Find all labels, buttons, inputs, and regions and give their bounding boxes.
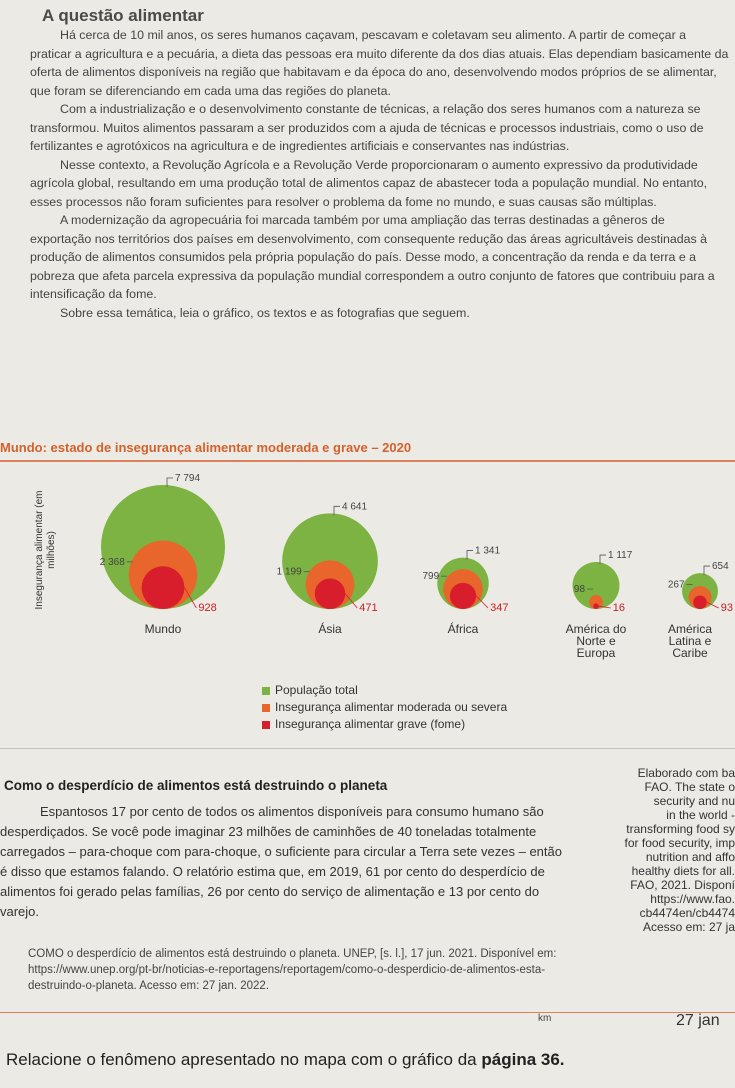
value-label-severe: 928 [198,602,216,614]
value-label-total: 4 641 [342,501,367,512]
source-note-line: healthy diets for all. [631,864,735,878]
value-label-moderate: 98 [574,584,586,595]
article-title: Como o desperdício de alimentos está des… [4,778,388,793]
bubble-severe [693,595,707,609]
legend-label-total: População total [275,683,358,697]
question-prompt: Relacione o fenômeno apresentado no mapa… [6,1050,565,1070]
source-note-line: Elaborado com ba [637,766,735,780]
chart-title: Mundo: estado de insegurança alimentar m… [0,440,412,455]
legend-swatch-total [262,686,270,695]
value-label-moderate: 799 [422,571,439,582]
region-label: Mundo [118,623,208,635]
intro-paragraph-2: Com a industrialização e o desenvolvimen… [30,102,704,153]
value-leader-severe [344,593,358,609]
legend-item-moderate: Insegurança alimentar moderada ou severa [262,699,507,716]
legend-label-moderate: Insegurança alimentar moderada ou severa [275,700,508,714]
value-leader-severe [475,595,489,609]
value-label-moderate: 1 199 [277,567,302,578]
bubble-severe [449,582,477,609]
chart-title-rule [0,460,735,462]
source-note-line: cb4474en/cb4474 [639,906,735,920]
intro-text: Há cerca de 10 mil anos, os seres humano… [0,26,735,322]
chart-legend: População total Insegurança alimentar mo… [262,682,507,733]
legend-item-severe: Insegurança alimentar grave (fome) [262,716,507,733]
value-leader-severe [706,601,719,609]
legend-label-severe: Insegurança alimentar grave (fome) [275,717,466,731]
bubble-severe [314,578,346,609]
value-label-total: 1 117 [608,550,633,561]
bubble-severe [141,566,185,609]
article-source: COMO o desperdício de alimentos está des… [28,948,557,992]
region-label-line: Mundo [144,622,182,636]
region-label: América Latina e Caribe [650,623,730,659]
date-fragment: 27 jan [676,1012,720,1029]
region-label-line: Ásia [318,622,342,636]
bubble-moderate [589,595,603,609]
region-label-line: África [447,622,479,636]
source-note-line: for food security, imp [624,836,735,850]
question-page-ref: página 36. [481,1050,565,1069]
chart-bottom-rule [0,748,735,749]
source-note-line: transforming food sy [626,822,735,836]
legend-swatch-severe [262,720,270,729]
region-label-line: Caribe [672,646,708,660]
value-leader-total [466,550,473,560]
value-leader-total [333,505,340,516]
region-label: América do Norte e Europa [551,623,641,659]
value-label-severe: 347 [490,602,508,614]
source-note-line: FAO, 2021. Disponí [630,878,735,892]
legend-swatch-moderate [262,703,270,712]
source-note-line: FAO. The state o [644,780,735,794]
value-leader-severe [598,605,611,609]
source-note-line: in the world - [666,808,735,822]
bubble-total [572,562,620,609]
region-label-line: América do [565,622,627,636]
bottom-rule [0,1012,735,1013]
region-label-line: Latina e [668,634,712,648]
value-label-total: 654 [712,561,729,572]
intro-paragraph-3: Nesse contexto, a Revolução Agrícola e a… [30,157,708,209]
source-note-line: https://www.fao. [650,892,735,906]
value-leader-total [599,554,606,565]
article-body: Espantosos 17 por cento de todos os alim… [0,804,562,919]
chart-source-note: Elaborado com ba FAO. The state o security… [582,766,735,934]
source-note-line: Acesso em: 27 ja [642,920,735,934]
value-label-severe: 16 [613,602,625,614]
bubble-severe [593,603,599,609]
value-label-moderate: 2 368 [100,557,125,568]
value-label-total: 7 794 [175,473,200,484]
value-leader-total [703,565,710,576]
map-scale-unit: km [538,1013,552,1024]
region-label-line: Norte e [576,634,616,648]
intro-paragraph-4: A modernização da agropecuária foi marca… [30,213,715,301]
region-label: Ásia [285,623,375,635]
bubble-chart: 7 794 2 368 928 4 641 1 199 471 1 341 799 347 1 1… [100,473,733,614]
section-title: A questão alimentar [42,6,204,25]
intro-paragraph-1: Há cerca de 10 mil anos, os seres humano… [30,28,729,98]
value-label-total: 1 341 [475,546,500,557]
value-label-severe: 93 [721,602,733,614]
source-note-line: security and nu [653,794,735,808]
value-label-severe: 471 [359,602,377,614]
value-label-moderate: 267 [668,580,685,591]
legend-item-total: População total [262,682,507,699]
question-text: Relacione o fenômeno apresentado no mapa… [6,1050,482,1069]
region-label-line: Europa [576,646,616,660]
region-label: África [418,623,508,635]
source-note-line: nutrition and affo [645,850,735,864]
value-leader-total [166,477,173,487]
intro-closing: Sobre essa temática, leia o gráfico, os … [60,305,470,320]
region-label-line: América [667,622,712,636]
article: Como o desperdício de alimentos está des… [0,776,572,922]
value-leader-severe [184,587,197,609]
